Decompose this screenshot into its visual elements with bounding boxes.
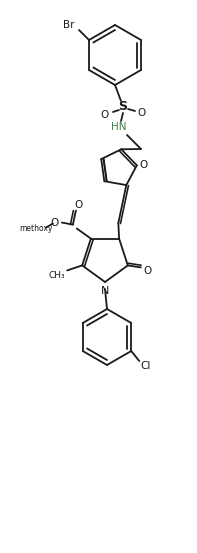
Text: Cl: Cl (140, 361, 151, 371)
Text: CH₃: CH₃ (49, 271, 65, 280)
Text: Br: Br (63, 20, 75, 30)
Text: methoxy: methoxy (19, 224, 53, 233)
Text: S: S (119, 101, 127, 113)
Text: O: O (140, 160, 148, 170)
Text: O: O (75, 200, 83, 210)
Text: O: O (51, 217, 59, 228)
Text: HN: HN (111, 122, 127, 132)
Text: O: O (138, 108, 146, 118)
Text: N: N (101, 286, 109, 296)
Text: O: O (101, 110, 109, 120)
Text: O: O (144, 267, 152, 276)
